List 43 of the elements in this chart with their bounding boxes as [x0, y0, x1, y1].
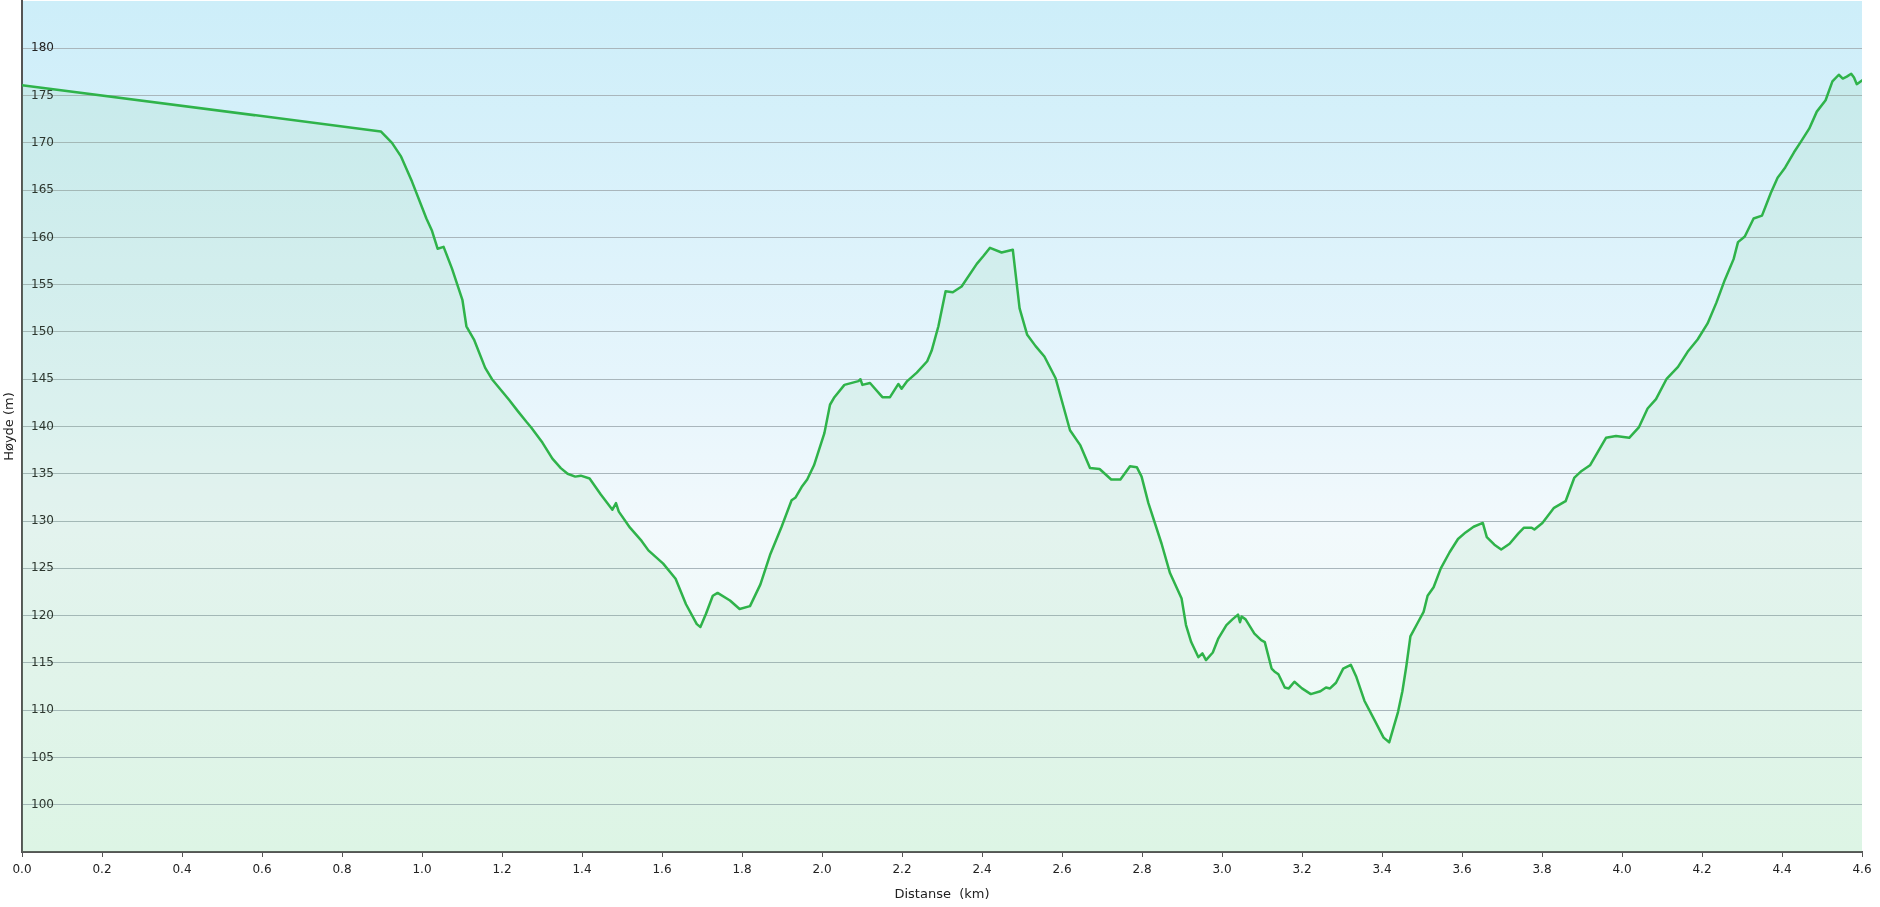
x-tick-label: 3.4 — [1372, 862, 1392, 877]
y-tick-label: 170 — [31, 134, 54, 149]
x-tick-label: 0.6 — [252, 862, 272, 877]
x-tick-label: 1.0 — [412, 862, 432, 877]
y-tick-label: 155 — [31, 276, 54, 291]
y-tick-label: 150 — [31, 324, 54, 339]
x-tick-label: 3.8 — [1532, 862, 1552, 877]
y-tick-label: 180 — [31, 40, 54, 55]
x-tick-label: 1.8 — [732, 862, 752, 877]
y-tick-label: 135 — [31, 465, 54, 480]
y-tick-label: 115 — [31, 655, 54, 670]
x-tick-label: 2.8 — [1132, 862, 1152, 877]
y-tick-label: 125 — [31, 560, 54, 575]
y-tick-label: 140 — [31, 418, 54, 433]
y-tick-label: 160 — [31, 229, 54, 244]
y-tick-label: 145 — [31, 371, 54, 386]
y-tick-label: 175 — [31, 87, 54, 102]
x-tick-label: 3.0 — [1212, 862, 1232, 877]
x-tick-label: 4.0 — [1612, 862, 1632, 877]
x-tick-label: 0.8 — [332, 862, 352, 877]
y-tick-label: 105 — [31, 749, 54, 764]
x-tick-label: 4.4 — [1772, 862, 1792, 877]
x-tick-label: 2.6 — [1052, 862, 1072, 877]
y-tick-label: 165 — [31, 182, 54, 197]
x-tick-label: 2.2 — [892, 862, 912, 877]
y-tick-label: 110 — [31, 702, 54, 717]
x-tick-label: 1.4 — [572, 862, 592, 877]
x-tick-label: 4.2 — [1692, 862, 1712, 877]
x-tick-label: 4.6 — [1852, 862, 1872, 877]
x-tick-label: 3.6 — [1452, 862, 1472, 877]
x-tick-label: 0.4 — [172, 862, 192, 877]
x-axis-title: Distanse (km) — [894, 885, 990, 901]
x-tick-label: 2.0 — [812, 862, 832, 877]
x-tick-label: 3.2 — [1292, 862, 1312, 877]
y-tick-label: 100 — [31, 796, 54, 811]
x-tick-label: 1.6 — [652, 862, 672, 877]
y-axis-title: Høyde (m) — [1, 392, 17, 461]
x-tick-label: 0.0 — [12, 862, 32, 877]
y-tick-label: 120 — [31, 607, 54, 622]
x-tick-label: 1.2 — [492, 862, 512, 877]
x-tick-label: 2.4 — [972, 862, 992, 877]
y-tick-label: 130 — [31, 513, 54, 528]
x-tick-label: 0.2 — [92, 862, 112, 877]
